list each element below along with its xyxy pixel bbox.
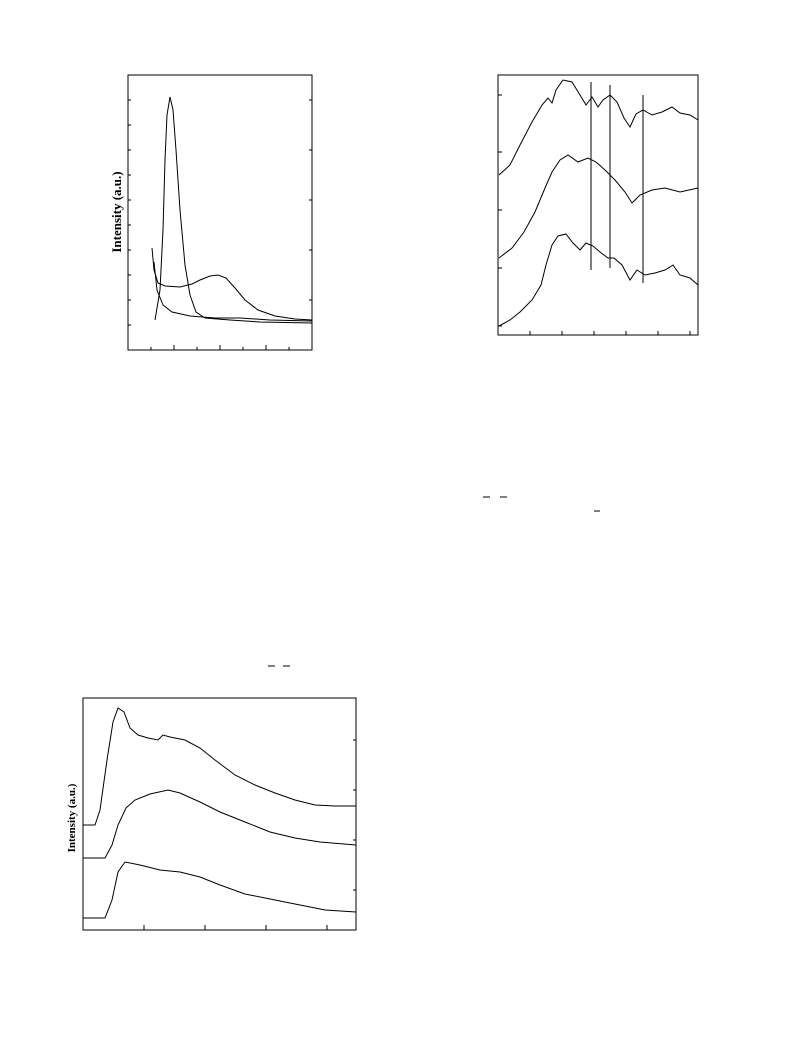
figure-1: Intensity (a.u.) xyxy=(109,74,313,351)
curve xyxy=(151,247,313,321)
curve xyxy=(83,861,357,919)
tick-marks xyxy=(150,345,290,350)
overbar-marks xyxy=(268,496,600,667)
tick-marks xyxy=(128,99,312,326)
plot-frame xyxy=(127,74,313,351)
curve xyxy=(154,96,313,324)
curve xyxy=(498,154,699,259)
tick-marks xyxy=(143,739,356,930)
curve xyxy=(83,707,356,826)
y-axis-label: Intensity (a.u.) xyxy=(109,171,124,252)
reference-lines xyxy=(590,82,644,283)
curve xyxy=(498,79,699,176)
figure-2 xyxy=(497,74,699,336)
curve xyxy=(83,789,357,859)
y-axis-label: Intensity (a.u.) xyxy=(66,783,78,852)
curve xyxy=(498,233,699,327)
plot-frame xyxy=(82,697,357,931)
figure-3: Intensity (a.u.) xyxy=(66,697,357,931)
plot-frame xyxy=(497,74,699,336)
curve xyxy=(153,261,313,322)
